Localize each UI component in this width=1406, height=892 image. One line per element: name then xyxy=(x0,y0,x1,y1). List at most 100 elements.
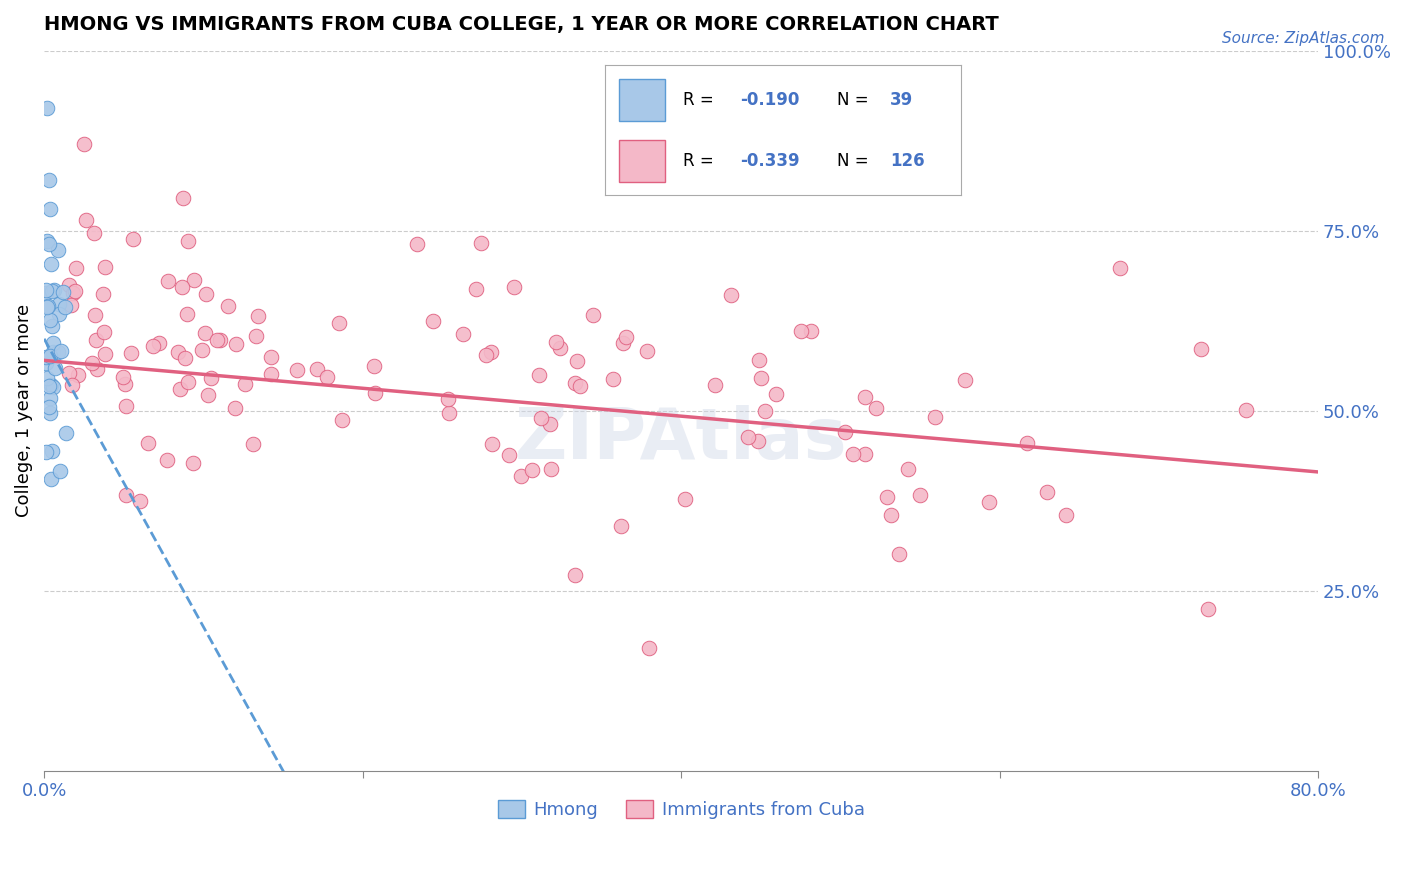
Point xyxy=(58,278,80,293)
Point xyxy=(979,495,1001,509)
Point xyxy=(39,257,62,271)
Point xyxy=(853,391,876,405)
Point xyxy=(91,287,114,301)
Point xyxy=(704,377,727,392)
Point xyxy=(247,309,270,323)
Point xyxy=(191,343,214,357)
Point xyxy=(330,413,353,427)
Point xyxy=(530,411,553,425)
Point xyxy=(38,350,60,364)
Point xyxy=(115,399,138,413)
Point xyxy=(582,308,605,322)
Point xyxy=(138,436,160,450)
Point xyxy=(205,333,228,347)
Y-axis label: College, 1 year or more: College, 1 year or more xyxy=(15,304,32,517)
Point xyxy=(120,346,142,360)
Point xyxy=(38,391,60,405)
Point xyxy=(924,409,946,424)
Point xyxy=(235,377,257,392)
Point xyxy=(63,284,86,298)
Point xyxy=(94,260,117,275)
Point xyxy=(1036,484,1059,499)
Point xyxy=(853,447,876,461)
Point xyxy=(305,361,328,376)
Point xyxy=(436,392,458,406)
Point xyxy=(112,369,135,384)
Point xyxy=(953,373,976,387)
Point xyxy=(614,330,637,344)
Point xyxy=(35,350,58,364)
Point xyxy=(194,326,217,340)
Point xyxy=(37,299,59,313)
Point xyxy=(748,352,770,367)
Point xyxy=(41,336,63,351)
Point xyxy=(48,297,70,311)
Point xyxy=(737,430,759,444)
Point xyxy=(1197,601,1219,615)
Text: HMONG VS IMMIGRANTS FROM CUBA COLLEGE, 1 YEAR OR MORE CORRELATION CHART: HMONG VS IMMIGRANTS FROM CUBA COLLEGE, 1… xyxy=(44,15,998,34)
Point xyxy=(636,344,658,359)
Point xyxy=(479,344,502,359)
Point xyxy=(35,285,58,300)
Point xyxy=(37,235,59,249)
Point xyxy=(37,300,59,314)
Point xyxy=(510,469,533,483)
Point xyxy=(1109,260,1132,275)
Point xyxy=(62,286,84,301)
Point xyxy=(834,425,856,439)
Point xyxy=(217,299,239,313)
Point xyxy=(82,356,104,370)
Point xyxy=(225,336,247,351)
Point xyxy=(44,360,66,375)
Point xyxy=(41,444,63,458)
Point xyxy=(565,353,588,368)
Point xyxy=(260,367,283,381)
Point xyxy=(481,437,503,451)
Point xyxy=(38,236,60,251)
Point xyxy=(75,212,97,227)
Point xyxy=(114,488,136,502)
Point xyxy=(451,326,474,341)
Point xyxy=(720,288,742,302)
Point xyxy=(73,137,96,152)
Point xyxy=(121,232,143,246)
Text: Source: ZipAtlas.com: Source: ZipAtlas.com xyxy=(1222,31,1385,46)
Point xyxy=(38,378,60,392)
Point xyxy=(498,448,520,462)
Point xyxy=(564,376,586,390)
Point xyxy=(174,351,197,365)
Point xyxy=(754,404,776,418)
Point xyxy=(502,280,524,294)
Point xyxy=(49,343,72,358)
Point xyxy=(42,380,65,394)
Point xyxy=(842,447,865,461)
Point xyxy=(195,286,218,301)
Point xyxy=(790,324,813,338)
Point xyxy=(638,641,661,656)
Point xyxy=(285,363,308,377)
Point xyxy=(887,547,910,561)
Point xyxy=(42,283,65,297)
Point xyxy=(38,401,60,415)
Point xyxy=(42,344,65,359)
Point xyxy=(48,307,70,321)
Point xyxy=(316,370,339,384)
Point xyxy=(1236,402,1258,417)
Point xyxy=(148,335,170,350)
Point xyxy=(612,335,634,350)
Point xyxy=(406,236,429,251)
Point xyxy=(65,260,87,275)
Point xyxy=(540,462,562,476)
Point xyxy=(60,378,83,392)
Point xyxy=(260,350,283,364)
Point xyxy=(176,307,198,321)
Point xyxy=(128,493,150,508)
Point xyxy=(35,370,58,384)
Point xyxy=(439,407,461,421)
Point xyxy=(156,453,179,467)
Point xyxy=(41,319,63,334)
Point xyxy=(84,308,107,322)
Point xyxy=(156,274,179,288)
Point xyxy=(53,301,76,315)
Point xyxy=(58,366,80,380)
